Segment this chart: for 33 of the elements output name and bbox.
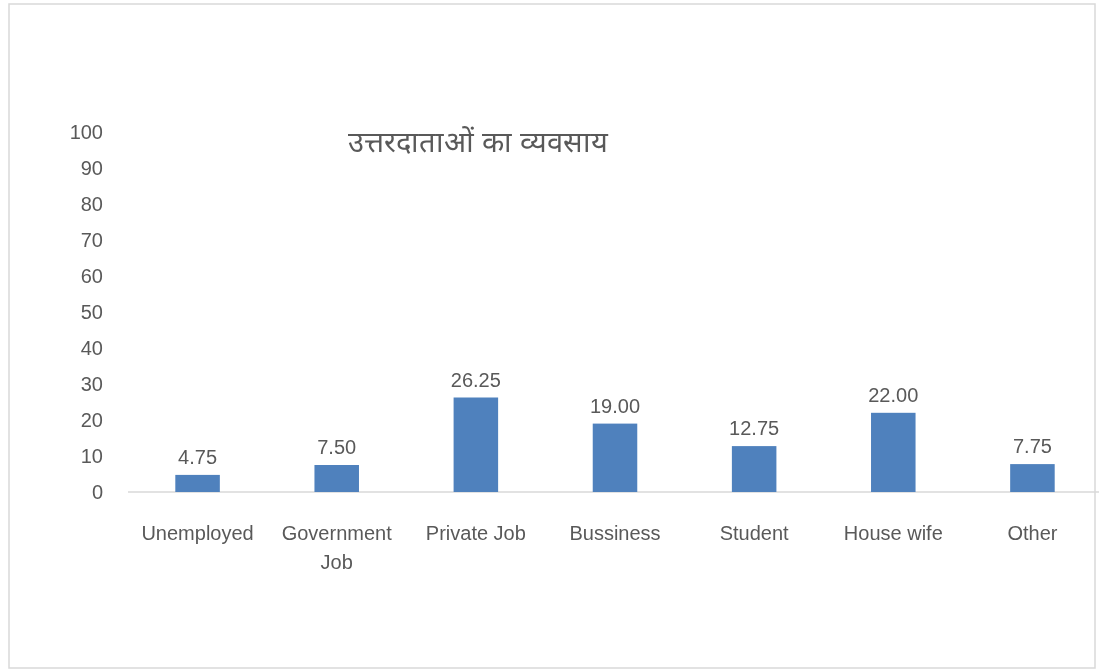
y-tick-label: 70: [80, 229, 103, 251]
bar: [314, 465, 359, 492]
y-tick-label: 30: [80, 373, 103, 395]
bar: [592, 423, 638, 492]
data-label: 4.75: [178, 445, 218, 468]
bar: [453, 397, 499, 492]
y-tick-label: 100: [69, 121, 103, 143]
y-tick-label: 60: [80, 265, 103, 287]
y-tick-label: 0: [91, 481, 103, 503]
y-tick-label: 20: [80, 409, 103, 431]
bar: [175, 474, 220, 492]
x-tick-label: Government Job: [281, 522, 393, 573]
bar: [731, 446, 777, 492]
data-label: 22.00: [868, 383, 919, 406]
x-tick-label: Unemployed: [141, 522, 254, 544]
y-tick-label: 50: [80, 301, 103, 323]
chart-title: उत्तरदाताओं का व्यवसाय: [347, 126, 610, 158]
y-tick-label: 90: [80, 157, 103, 179]
y-tick-label: 80: [80, 193, 103, 215]
x-tick-label: Other: [1007, 522, 1058, 544]
x-tick-label: Bussiness: [569, 522, 661, 544]
data-label: 19.00: [589, 394, 641, 417]
bar: [1010, 464, 1055, 492]
x-tick-label: Private Job: [425, 522, 526, 544]
data-label: 26.25: [450, 368, 501, 391]
y-tick-label: 10: [80, 445, 103, 467]
data-label: 7.50: [317, 436, 357, 458]
bar: [871, 412, 916, 492]
x-tick-label: Student: [719, 522, 790, 544]
y-tick-label: 40: [80, 337, 103, 359]
x-tick-label: House wife: [843, 522, 943, 544]
data-label: 7.75: [1012, 435, 1052, 458]
data-label: 12.75: [729, 417, 780, 440]
